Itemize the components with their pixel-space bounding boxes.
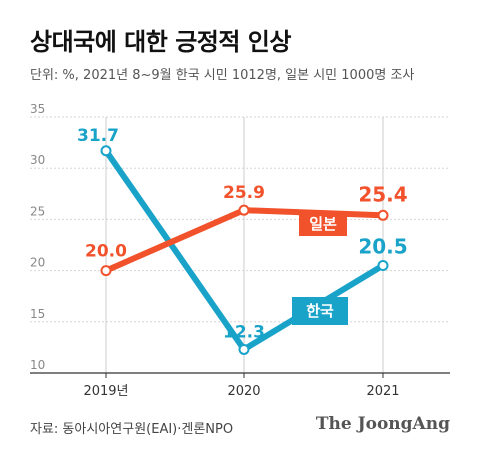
series-label-box	[299, 212, 347, 236]
series-label-box	[292, 297, 348, 325]
y-tick-label: 30	[30, 153, 45, 167]
series-label: 한국	[306, 302, 334, 320]
data-label: 12.3	[223, 322, 265, 342]
data-label: 31.7	[77, 126, 119, 146]
data-label: 20.0	[85, 242, 127, 262]
data-label: 20.5	[358, 234, 407, 258]
data-point	[377, 209, 389, 221]
chart-subtitle: 단위: %, 2021년 8~9월 한국 시민 1012명, 일본 시민 100…	[30, 68, 415, 83]
y-tick-label: 25	[30, 204, 45, 218]
source-note: 자료: 동아시아연구원(EAI)·겐론NPO	[30, 422, 234, 437]
x-tick-label: 2020	[227, 384, 260, 399]
y-tick-label: 15	[30, 307, 45, 321]
data-point	[100, 145, 112, 157]
data-point	[100, 265, 112, 277]
x-tick-label: 2021	[366, 384, 399, 399]
y-tick-label: 35	[30, 102, 45, 116]
x-tick-label: 2019년	[83, 384, 128, 399]
data-point	[377, 259, 389, 271]
data-label: 25.4	[358, 182, 407, 206]
y-tick-label: 10	[30, 358, 45, 372]
page-title: 상대국에 대한 긍정적 인상	[30, 28, 291, 56]
series-label: 일본	[309, 215, 337, 233]
data-point	[238, 204, 250, 216]
y-tick-label: 20	[30, 256, 45, 270]
data-label: 25.9	[223, 183, 265, 203]
data-point	[238, 343, 250, 355]
brand-logo: The JoongAng	[315, 414, 450, 434]
